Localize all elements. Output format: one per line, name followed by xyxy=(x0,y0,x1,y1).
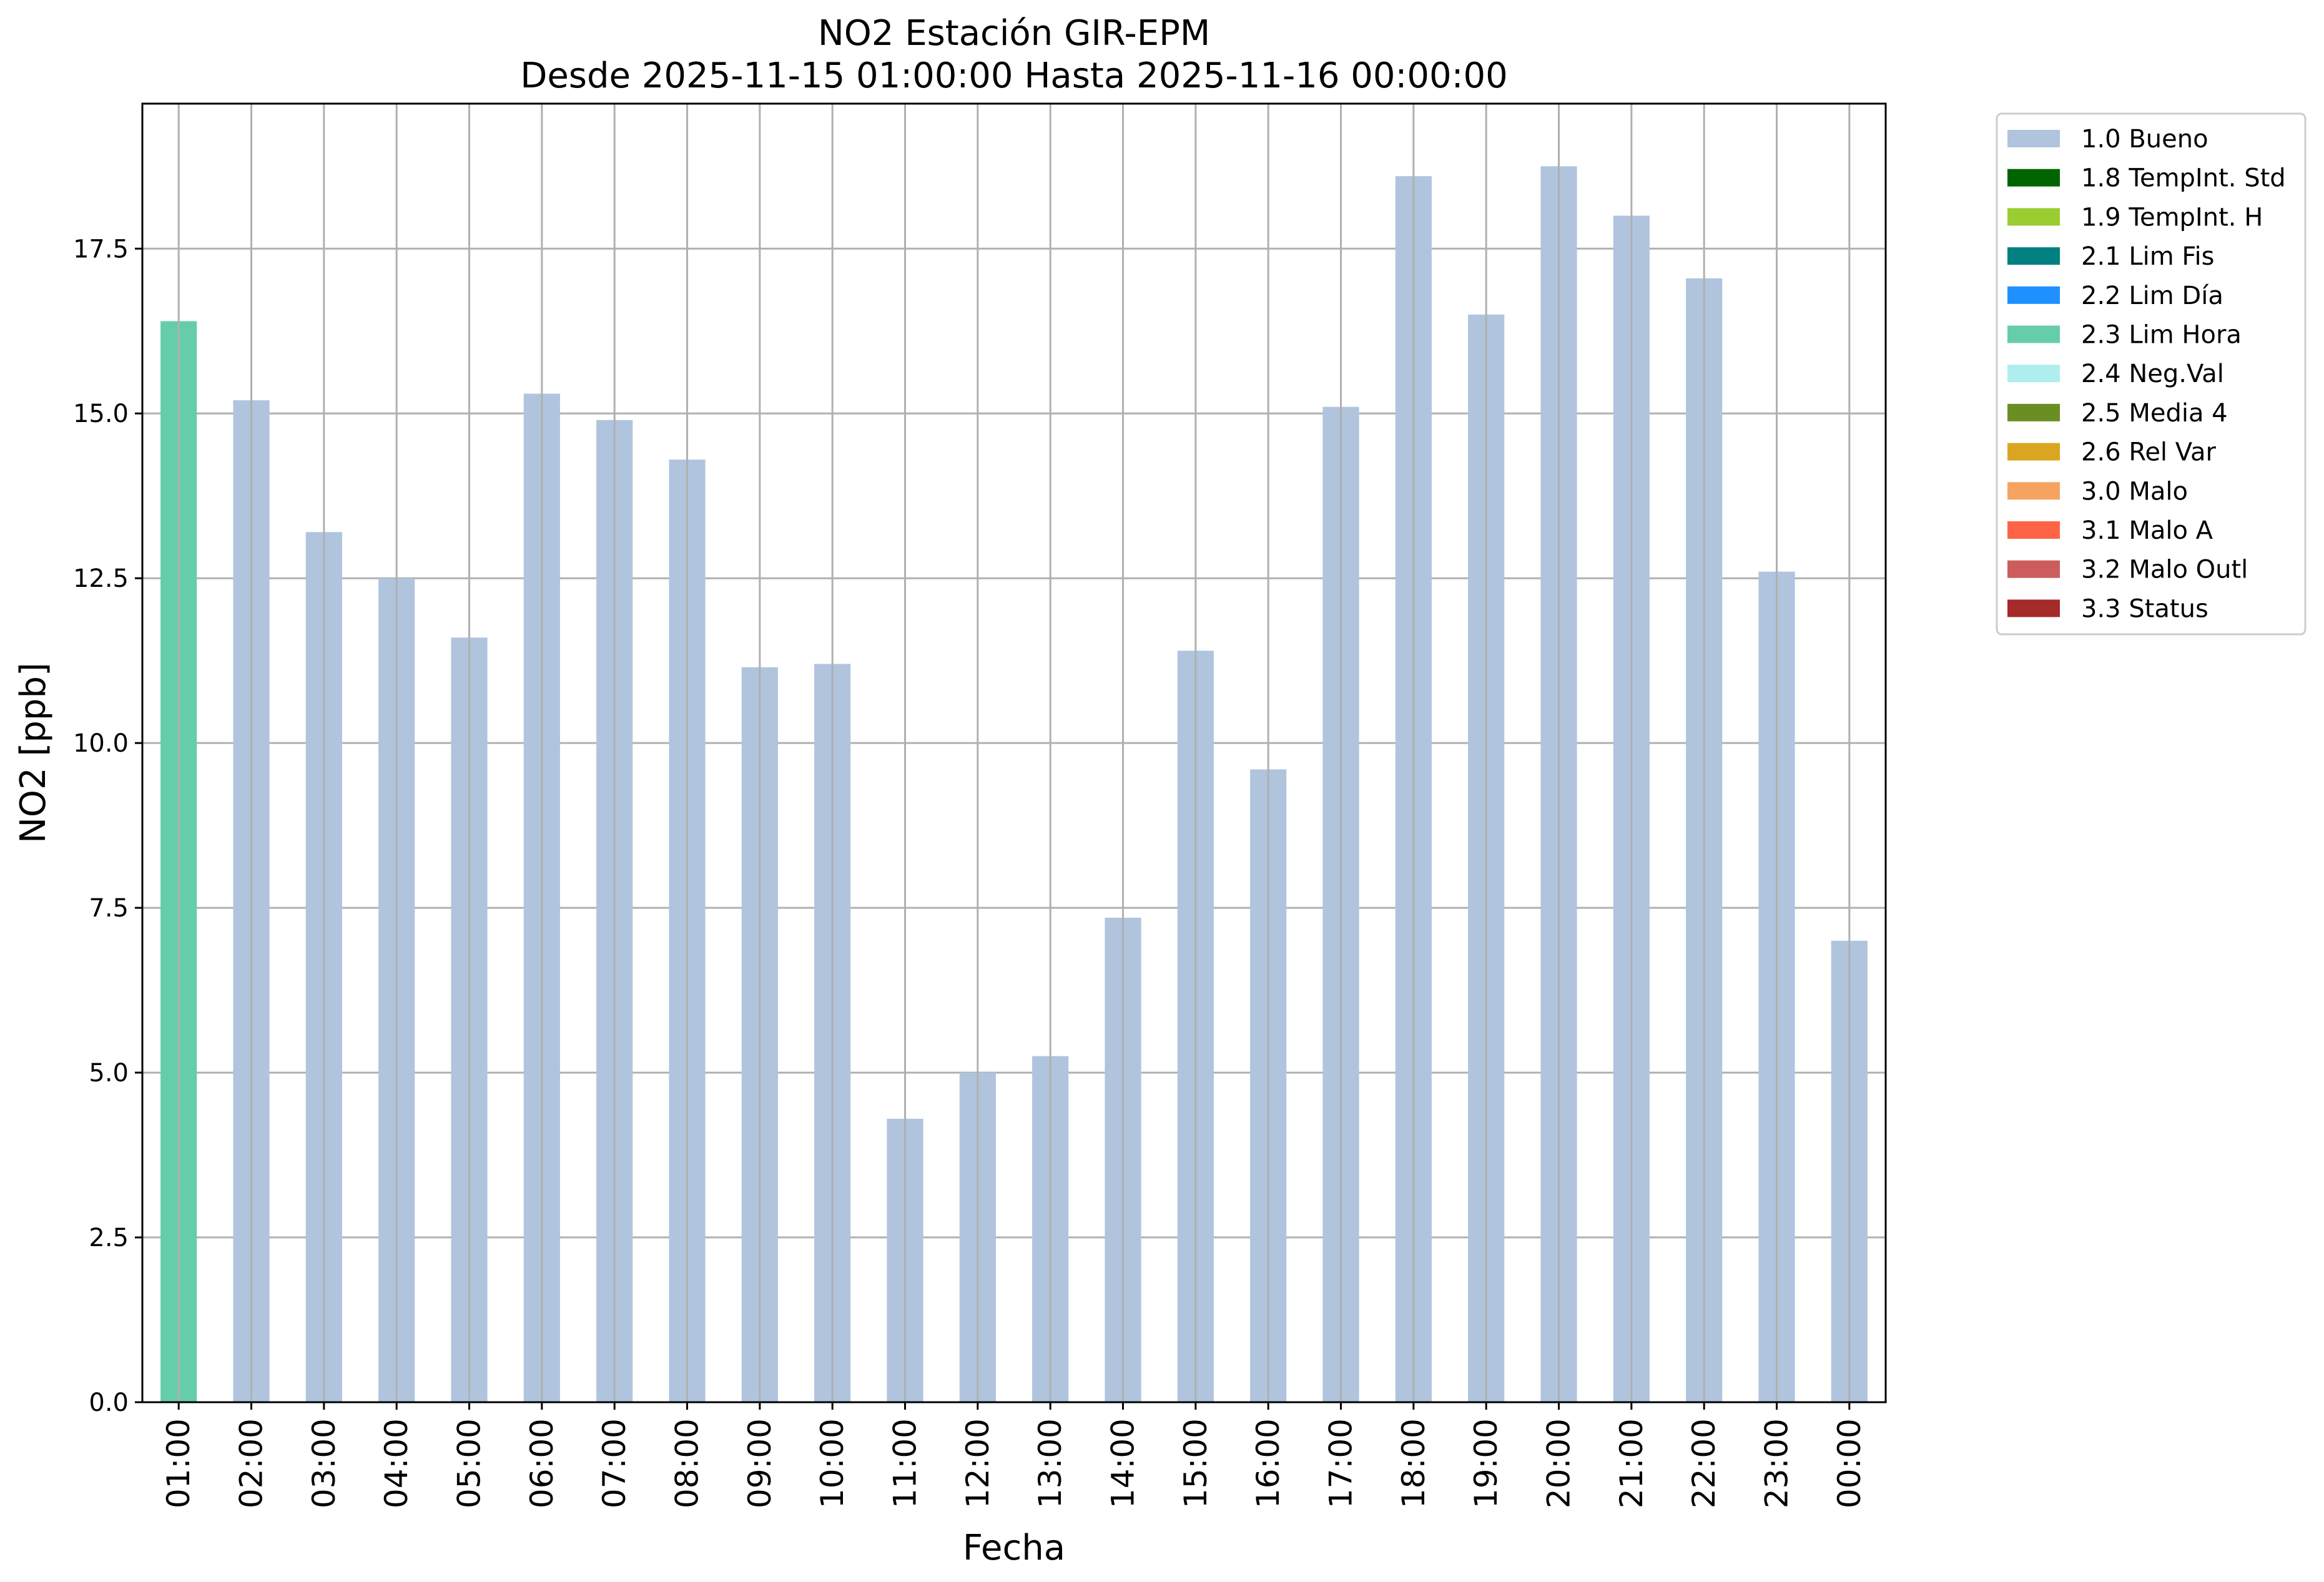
grid-lines xyxy=(142,247,1886,1403)
legend-swatch xyxy=(2007,325,2060,343)
y-tick-label: 12.5 xyxy=(73,564,129,593)
legend-entry: 3.2 Malo Outl xyxy=(2081,556,2248,584)
legend-swatch xyxy=(2007,521,2060,539)
x-tick-label: 09:00 xyxy=(742,1418,778,1508)
y-tick-label: 0.0 xyxy=(89,1388,129,1417)
y-tick-label: 2.5 xyxy=(89,1224,129,1252)
legend-swatch xyxy=(2007,560,2060,578)
legend-entry: 1.8 TempInt. Std xyxy=(2081,164,2286,193)
x-tick-label: 14:00 xyxy=(1105,1418,1141,1508)
x-axis-label: Fecha xyxy=(963,1528,1065,1568)
x-tick-label: 21:00 xyxy=(1613,1418,1650,1508)
x-tick-label: 03:00 xyxy=(306,1418,342,1508)
x-tick-label: 05:00 xyxy=(451,1418,488,1508)
legend-swatch xyxy=(2007,247,2060,265)
plot-frame xyxy=(141,102,1887,1403)
legend-swatch xyxy=(2007,403,2060,421)
legend-swatch xyxy=(2007,286,2060,304)
legend-entry: 1.9 TempInt. H xyxy=(2081,203,2263,232)
x-tick-label: 12:00 xyxy=(960,1418,996,1508)
legend-entry: 2.3 Lim Hora xyxy=(2081,321,2242,350)
y-tick-label: 5.0 xyxy=(89,1059,129,1088)
x-tick-label: 13:00 xyxy=(1032,1418,1068,1508)
x-tick-label: 01:00 xyxy=(160,1418,197,1508)
legend-swatch xyxy=(2007,599,2060,617)
bars xyxy=(160,104,1868,1403)
x-tick-label: 10:00 xyxy=(814,1418,850,1508)
x-tick-label: 00:00 xyxy=(1831,1418,1868,1508)
x-tick-label: 15:00 xyxy=(1178,1418,1214,1508)
legend-entry: 1.0 Bueno xyxy=(2081,125,2208,154)
x-tick-label: 08:00 xyxy=(669,1418,706,1508)
chart-title: NO2 Estación GIR-EPM xyxy=(818,13,1210,54)
y-tick-label: 15.0 xyxy=(73,400,129,428)
legend-swatch xyxy=(2007,365,2060,383)
legend-entry: 3.0 Malo xyxy=(2081,477,2188,506)
y-tick-label: 7.5 xyxy=(89,894,129,923)
legend-entry: 2.6 Rel Var xyxy=(2081,438,2217,467)
x-tick-label: 04:00 xyxy=(378,1418,415,1508)
x-tick-label: 16:00 xyxy=(1250,1418,1286,1508)
x-tick-label: 06:00 xyxy=(524,1418,560,1508)
legend-swatch xyxy=(2007,482,2060,500)
y-axis-label: NO2 [ppb] xyxy=(13,662,54,843)
legend-entry: 3.1 Malo A xyxy=(2081,516,2213,545)
legend-frame xyxy=(1996,112,2307,636)
x-tick-label: 11:00 xyxy=(887,1418,923,1508)
x-tick-label: 22:00 xyxy=(1686,1418,1722,1508)
legend-swatch xyxy=(2007,130,2060,147)
y-axis-ticks: 0.0 2.5 5.0 7.5 10.0 12.5 15.0 17.5 xyxy=(73,235,142,1417)
y-tick-label: 10.0 xyxy=(73,729,129,758)
chart-subtitle: Desde 2025-11-15 01:00:00 Hasta 2025-11-… xyxy=(520,56,1508,96)
legend-entry: 2.5 Media 4 xyxy=(2081,399,2228,428)
x-tick-label: 17:00 xyxy=(1323,1418,1359,1508)
legend-swatch xyxy=(2007,169,2060,187)
x-axis-ticks: 01:00 02:00 03:00 04:00 05:00 06:00 07:00 08:00… xyxy=(160,1402,1868,1508)
legend-swatch xyxy=(2007,443,2060,461)
legend-entry: 2.2 Lim Día xyxy=(2081,282,2223,310)
x-tick-label: 23:00 xyxy=(1759,1418,1795,1508)
y-tick-label: 17.5 xyxy=(73,235,129,263)
x-tick-label: 20:00 xyxy=(1541,1418,1577,1508)
legend-entry: 2.1 Lim Fis xyxy=(2081,242,2214,271)
x-tick-label: 18:00 xyxy=(1396,1418,1432,1508)
legend-entry: 3.3 Status xyxy=(2081,594,2208,623)
x-tick-label: 19:00 xyxy=(1468,1418,1504,1508)
x-tick-label: 07:00 xyxy=(596,1418,633,1508)
x-tick-label: 02:00 xyxy=(234,1418,270,1508)
legend-swatch xyxy=(2007,208,2060,226)
legend-entry: 2.4 Neg.Val xyxy=(2081,360,2224,388)
legend: 1.0 Bueno 1.8 TempInt. Std 1.9 TempInt. H 2… xyxy=(1996,112,2307,636)
